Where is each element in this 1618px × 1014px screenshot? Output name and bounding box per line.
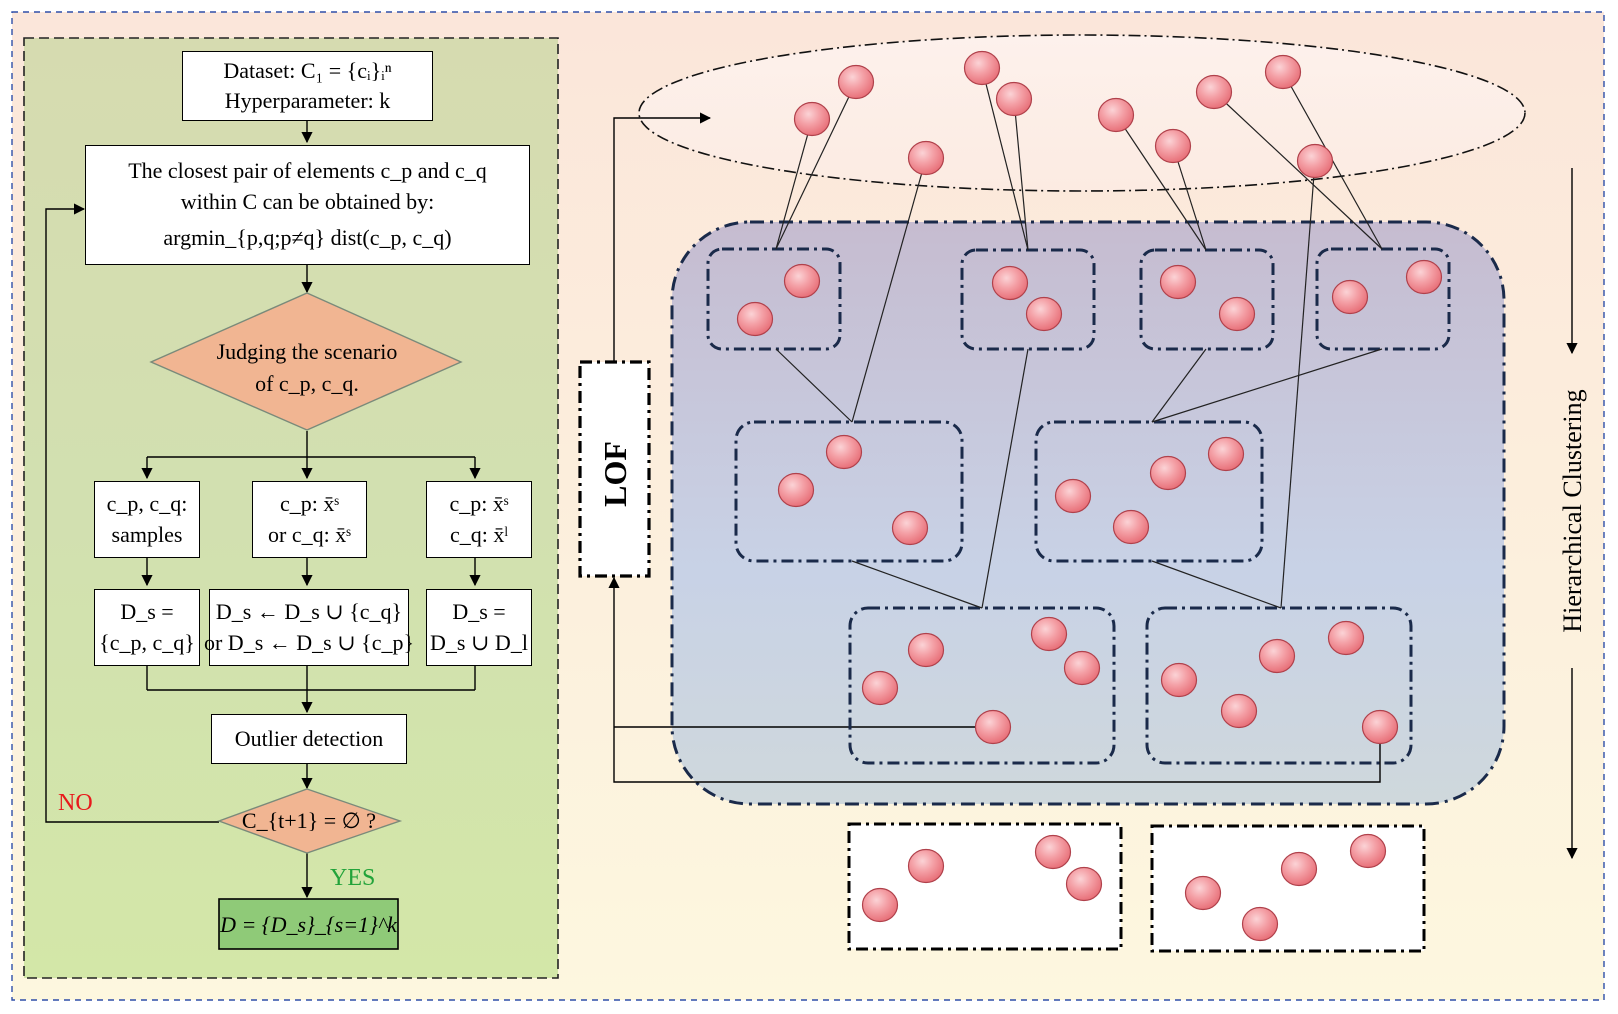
action-3-line2: D_s ∪ D_l — [430, 629, 528, 655]
data-point-node — [1025, 296, 1063, 332]
lof-connectors — [608, 112, 1381, 783]
scenario-2-line2: or c_q: x̄ˢ — [268, 521, 351, 547]
result-box-label: D = {D_s}_{s=1}^k — [220, 912, 397, 937]
data-point-node — [1207, 436, 1245, 472]
data-point-node — [1349, 833, 1387, 869]
closest-pair-line3: argmin_{p,q;p≠q} dist(c_p, c_q) — [163, 225, 452, 251]
scenario-box-2: c_p: x̄ˢ or c_q: x̄ˢ — [252, 481, 367, 558]
data-point-node — [963, 50, 1001, 86]
action-3-line1: D_s = — [452, 599, 506, 625]
data-point-node — [1030, 616, 1068, 652]
data-point-node — [1063, 650, 1101, 686]
scenario-3-line1: c_p: x̄ˢ — [449, 491, 509, 517]
start-box: Dataset: C₁ = {cᵢ}ᵢⁿ Hyperparameter: k — [182, 51, 433, 121]
data-point-node — [1405, 259, 1443, 295]
data-point-node — [825, 434, 863, 470]
yes-label: YES — [330, 865, 375, 891]
closest-pair-line1: The closest pair of elements c_p and c_q — [128, 158, 487, 184]
flow-connectors — [45, 120, 481, 899]
data-point-node — [907, 632, 945, 668]
cluster-region — [670, 220, 1506, 806]
result-box-text: D = {D_s}_{s=1}^k — [219, 909, 398, 941]
data-point-node — [1241, 906, 1279, 942]
scenario-1-line2: samples — [111, 521, 183, 547]
data-point-node — [1149, 455, 1187, 491]
data-point-node — [995, 81, 1033, 117]
data-point-node — [907, 140, 945, 176]
check-diamond-label: C_{t+1} = ∅ ? — [241, 808, 377, 833]
scenario-box-3: c_p: x̄ˢ c_q: x̄ˡ — [426, 481, 532, 558]
data-point-node — [1361, 709, 1399, 745]
judge-diamond-text: Judging the scenario of c_p, c_q. — [181, 336, 433, 400]
lof-label: LOF — [597, 441, 633, 507]
action-box-3: D_s = D_s ∪ D_l — [426, 589, 532, 666]
data-point-node — [1258, 638, 1296, 674]
data-point-node — [1034, 834, 1072, 870]
data-point-node — [1220, 693, 1258, 729]
cluster-boxes — [706, 247, 1451, 765]
action-box-2: D_s ← D_s ∪ {c_q} or D_s ← D_s ∪ {c_p} — [204, 589, 414, 666]
scenario-2-line1: c_p: x̄ˢ — [279, 491, 340, 517]
judge-line1: Judging the scenario — [216, 339, 398, 364]
scenario-box-1: c_p, c_q: samples — [94, 481, 200, 558]
data-point-node — [1112, 509, 1150, 545]
data-point-node — [907, 848, 945, 884]
data-point-node — [1280, 851, 1318, 887]
data-point-node — [1195, 74, 1233, 110]
result-box-bg — [218, 898, 399, 950]
action-1-line2: {c_p, c_q} — [99, 629, 195, 655]
action-1-line1: D_s = — [120, 599, 174, 625]
closest-pair-line2: within C can be obtained by: — [180, 188, 435, 214]
data-point-node — [1184, 875, 1222, 911]
closest-pair-box: The closest pair of elements c_p and c_q… — [85, 145, 530, 265]
judge-line2: of c_p, c_q. — [255, 370, 359, 396]
start-box-line2: Hyperparameter: k — [224, 88, 391, 113]
data-point-node — [1160, 662, 1198, 698]
data-point-node — [783, 263, 821, 299]
data-point-node — [1264, 54, 1302, 90]
data-point-node — [1327, 620, 1365, 656]
data-point-node — [1296, 143, 1334, 179]
data-point-node — [974, 709, 1012, 745]
action-2-line1: D_s ← D_s ∪ {c_q} — [215, 599, 403, 625]
check-diamond-text: C_{t+1} = ∅ ? — [229, 805, 389, 837]
data-point-node — [793, 101, 831, 137]
data-point-node — [1159, 264, 1197, 300]
data-point-node — [891, 510, 929, 546]
data-point-node — [777, 472, 815, 508]
data-point-node — [861, 670, 899, 706]
judge-diamond — [149, 292, 463, 431]
start-box-line1: Dataset: C₁ = {cᵢ}ᵢⁿ — [223, 57, 392, 83]
top-ellipse — [638, 34, 1526, 192]
hc-label: Hierarchical Clustering — [1558, 389, 1587, 632]
tree-links — [775, 67, 1383, 609]
data-points — [736, 50, 1443, 942]
data-point-node — [837, 64, 875, 100]
action-2-line2: or D_s ← D_s ∪ {c_p} — [203, 629, 415, 655]
outlier-detection-label: Outlier detection — [234, 725, 384, 751]
no-label: NO — [58, 790, 93, 816]
data-point-node — [1218, 296, 1256, 332]
data-point-node — [1065, 866, 1103, 902]
data-point-node — [861, 887, 899, 923]
data-point-node — [991, 265, 1029, 301]
data-point-node — [1054, 478, 1092, 514]
data-point-node — [1331, 279, 1369, 315]
data-point-node — [736, 301, 774, 337]
scenario-1-line1: c_p, c_q: — [106, 491, 188, 517]
action-box-1: D_s = {c_p, c_q} — [94, 589, 200, 666]
data-point-node — [1097, 97, 1135, 133]
check-diamond — [216, 788, 403, 854]
data-point-node — [1154, 128, 1192, 164]
outlier-detection-box: Outlier detection — [211, 714, 407, 764]
scenario-3-line2: c_q: x̄ˡ — [449, 521, 509, 547]
